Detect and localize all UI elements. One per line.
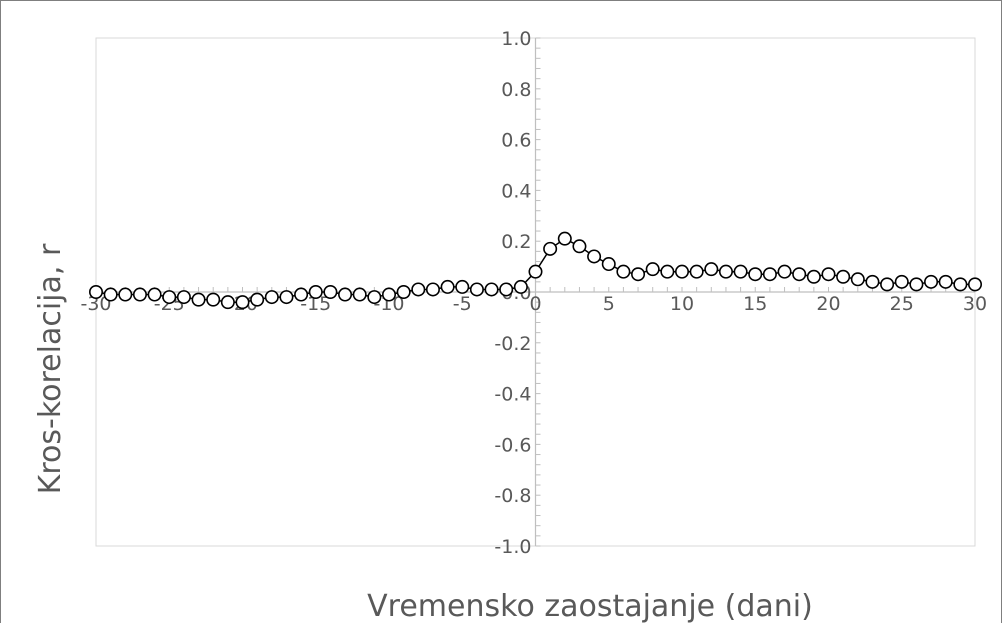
data-point (381, 287, 396, 302)
data-point (250, 292, 265, 307)
data-point (587, 249, 602, 264)
x-tick-label: -10 (373, 293, 404, 315)
data-point (176, 290, 191, 305)
data-point (909, 277, 924, 292)
data-point (528, 264, 543, 279)
x-tick-label: 5 (603, 293, 615, 315)
data-point (967, 277, 982, 292)
data-point (631, 267, 646, 282)
y-tick-label: 0.2 (501, 231, 531, 253)
data-point (425, 282, 440, 297)
y-tick-label: 1.0 (501, 28, 531, 50)
x-tick-label: -30 (80, 293, 111, 315)
data-point (294, 287, 309, 302)
x-tick-label: 30 (963, 293, 987, 315)
data-point (455, 279, 470, 294)
data-point (89, 284, 104, 299)
data-point (748, 267, 763, 282)
data-point (147, 287, 162, 302)
y-tick-label: -0.8 (494, 485, 531, 507)
data-point (674, 264, 689, 279)
data-point (616, 264, 631, 279)
data-point (235, 295, 250, 310)
x-tick-label: -5 (453, 293, 472, 315)
data-point (352, 287, 367, 302)
x-tick-label: -15 (300, 293, 331, 315)
data-point (338, 287, 353, 302)
data-point (132, 287, 147, 302)
data-point (601, 257, 616, 272)
y-tick-label: -1.0 (494, 536, 531, 558)
y-tick-label: -0.2 (494, 333, 531, 355)
x-tick-label: 25 (890, 293, 914, 315)
data-point (206, 292, 221, 307)
data-point (924, 274, 939, 289)
data-point (367, 290, 382, 305)
data-point (777, 264, 792, 279)
data-point (572, 239, 587, 254)
x-tick-label: 15 (743, 293, 767, 315)
data-point (484, 282, 499, 297)
data-point (645, 262, 660, 277)
data-point (894, 274, 909, 289)
data-point (308, 284, 323, 299)
y-tick-label: -0.4 (494, 384, 531, 406)
data-point (264, 290, 279, 305)
data-point (865, 274, 880, 289)
x-axis-title: Vremensko zaostajanje (dani) (367, 589, 813, 624)
data-point (938, 274, 953, 289)
x-tick-label: 10 (670, 293, 694, 315)
data-point (396, 284, 411, 299)
data-point (836, 269, 851, 284)
data-point (880, 277, 895, 292)
data-point (733, 264, 748, 279)
y-tick-label: 0.4 (501, 180, 531, 202)
data-point (118, 287, 133, 302)
y-axis-title: Kros-korelacija, r (33, 243, 68, 494)
data-point (689, 264, 704, 279)
x-tick-label: 0 (529, 293, 541, 315)
data-point (792, 267, 807, 282)
data-point (806, 269, 821, 284)
data-point (323, 284, 338, 299)
data-point (704, 262, 719, 277)
data-point (557, 231, 572, 246)
data-point (850, 272, 865, 287)
data-point (821, 267, 836, 282)
data-point (220, 295, 235, 310)
data-point (469, 282, 484, 297)
data-point (499, 282, 514, 297)
data-point (718, 264, 733, 279)
data-point (191, 292, 206, 307)
data-point (543, 241, 558, 256)
data-point (279, 290, 294, 305)
data-point (762, 267, 777, 282)
data-point (411, 282, 426, 297)
data-point (103, 287, 118, 302)
y-tick-label: 0.6 (501, 130, 531, 152)
data-point (660, 264, 675, 279)
y-tick-label: 0.8 (501, 79, 531, 101)
x-tick-label: 20 (816, 293, 840, 315)
data-point (513, 279, 528, 294)
y-tick-label: -0.6 (494, 434, 531, 456)
data-point (440, 279, 455, 294)
data-point (953, 277, 968, 292)
data-point (162, 290, 177, 305)
